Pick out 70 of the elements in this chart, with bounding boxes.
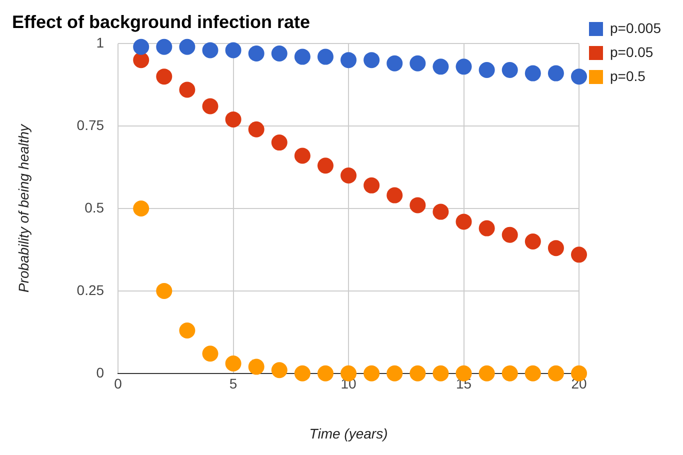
- point: [340, 168, 357, 184]
- point: [502, 365, 518, 382]
- point: [133, 52, 150, 68]
- point: [548, 65, 564, 82]
- point: [248, 121, 264, 138]
- point: [202, 346, 218, 362]
- point: [156, 68, 172, 85]
- point: [225, 42, 242, 58]
- point: [248, 358, 264, 375]
- point: [524, 65, 541, 82]
- point: [502, 62, 518, 78]
- y-tick-label: 0: [96, 364, 104, 380]
- point: [317, 48, 334, 65]
- x-tick-label: 0: [114, 376, 122, 392]
- point: [478, 365, 495, 382]
- point: [548, 240, 564, 256]
- point: [179, 322, 196, 339]
- point: [248, 45, 264, 62]
- point: [340, 52, 357, 68]
- point: [179, 82, 196, 98]
- point: [294, 48, 310, 65]
- point: [294, 365, 310, 382]
- point: [317, 158, 334, 174]
- point: [386, 187, 403, 204]
- point: [271, 362, 288, 378]
- x-tick-label: 5: [229, 376, 238, 392]
- point: [410, 365, 426, 382]
- point: [432, 58, 449, 75]
- y-tick-label: 0.75: [76, 116, 104, 133]
- legend-label: p=0.05: [610, 44, 654, 60]
- y-tick-label: 1: [96, 34, 104, 50]
- point: [202, 98, 218, 114]
- point: [271, 134, 288, 151]
- point: [548, 365, 564, 382]
- y-axis-title: Probability of being healthy: [15, 123, 32, 293]
- point: [432, 365, 449, 382]
- point: [179, 38, 196, 55]
- point: [364, 52, 380, 68]
- point: [432, 204, 449, 220]
- point: [502, 226, 518, 243]
- point: [524, 365, 541, 382]
- point: [133, 38, 150, 55]
- y-tick-label: 0.25: [76, 282, 104, 298]
- point: [317, 365, 334, 382]
- point: [386, 55, 403, 72]
- point: [410, 197, 426, 214]
- point: [478, 62, 495, 78]
- point: [410, 55, 426, 72]
- point: [225, 111, 242, 128]
- point: [271, 45, 288, 62]
- legend-label: p=0.005: [610, 20, 662, 36]
- x-axis-title: Time (years): [309, 425, 388, 442]
- point: [294, 148, 310, 164]
- point: [133, 200, 150, 216]
- y-tick-label: 0.5: [84, 199, 104, 216]
- chart-title: Effect of background infection rate: [12, 12, 310, 32]
- point: [364, 365, 380, 382]
- point: [386, 365, 403, 382]
- point: [456, 214, 472, 230]
- point: [202, 42, 218, 58]
- point: [456, 58, 472, 75]
- point: [571, 246, 588, 263]
- point: [524, 233, 541, 250]
- point: [156, 282, 172, 299]
- legend-label: p=0.5: [610, 68, 646, 84]
- point: [225, 356, 242, 372]
- point: [156, 38, 172, 55]
- point: [478, 220, 495, 236]
- point: [571, 68, 588, 85]
- point: [364, 177, 380, 194]
